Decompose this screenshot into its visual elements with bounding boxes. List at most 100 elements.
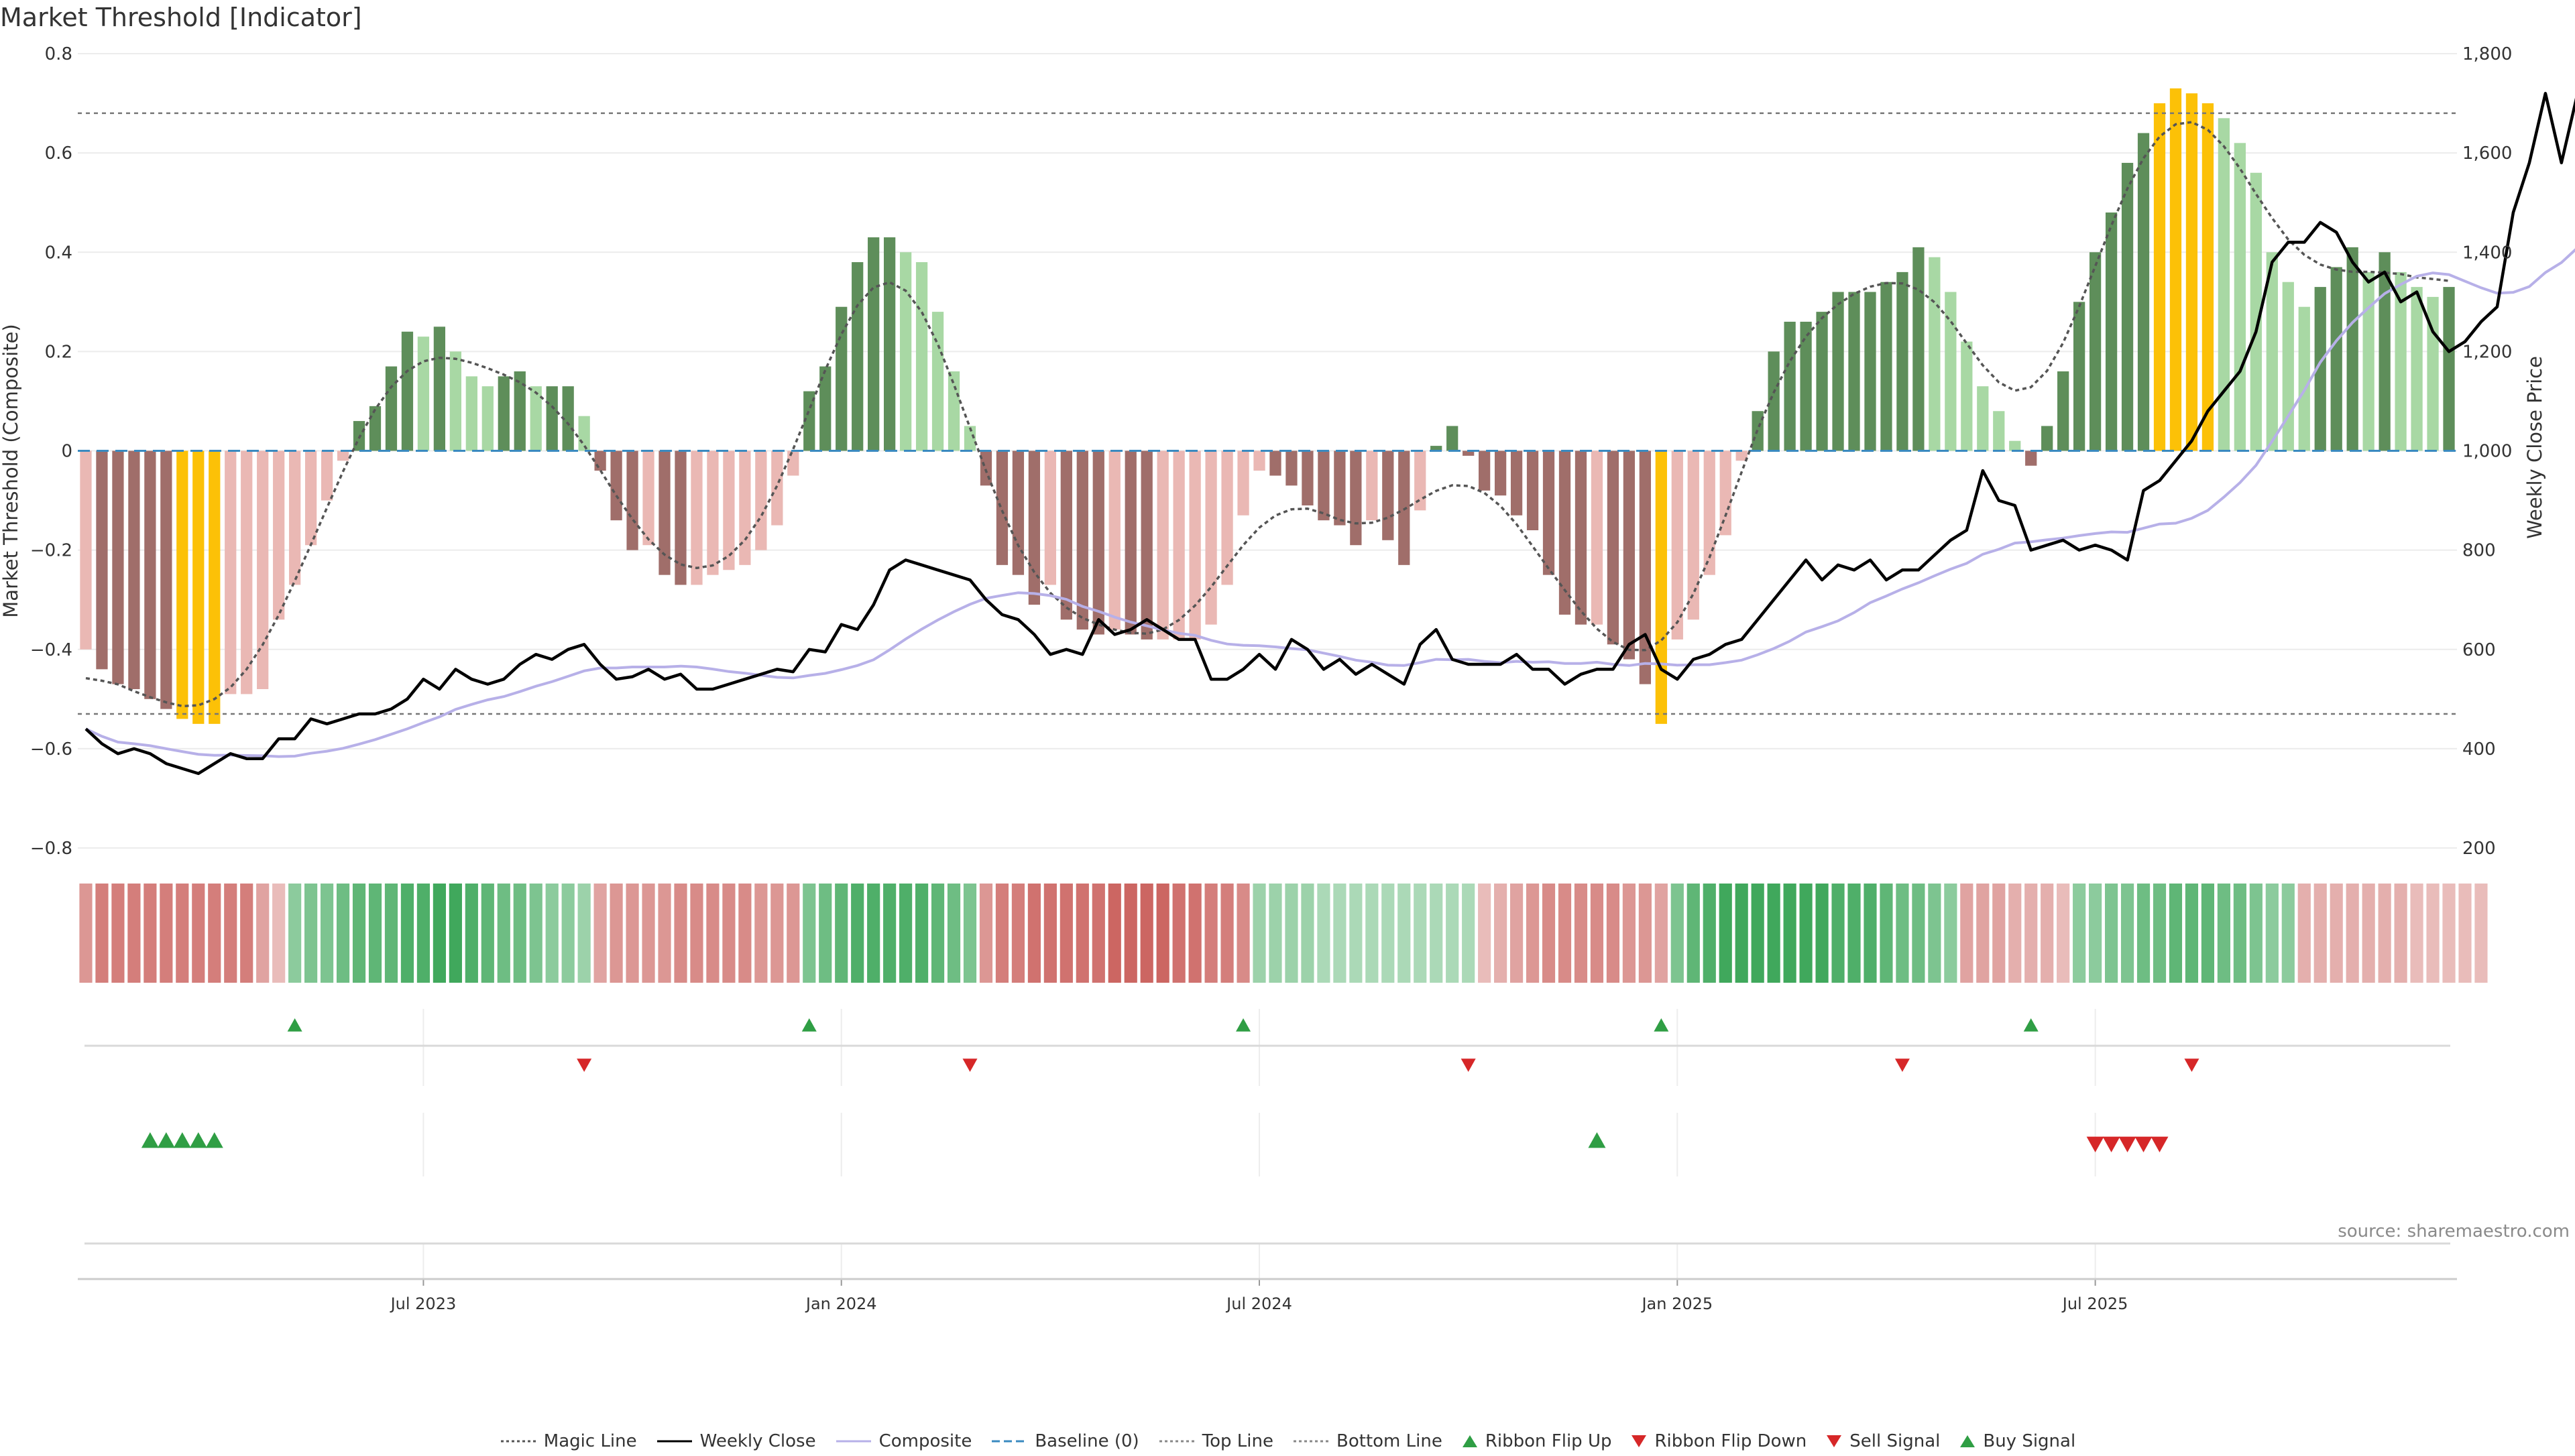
composite-bar [1463,450,1475,456]
y2-tick-label: 1,000 [2462,442,2512,462]
composite-bar [803,391,815,451]
ribbon-cell [1831,884,1845,983]
ribbon-cell [1027,884,1041,983]
dotted-line-icon [1159,1440,1194,1443]
ribbon-cell [1333,884,1347,983]
composite-bar [626,450,638,550]
ribbon-cell [2378,884,2391,983]
composite-bar [241,450,253,694]
composite-bar [691,450,703,585]
ribbon-cell [545,884,559,983]
magic-line [85,121,2450,708]
composite-bar [289,450,301,585]
composite-bar [304,450,317,546]
composite-bar [209,450,221,724]
composite-bars [80,88,2455,724]
composite-bar [1768,351,1780,451]
ribbon-cell [2313,884,2327,983]
composite-bar [1382,450,1394,540]
composite-bar [1108,450,1121,630]
ribbon-cell [1188,884,1202,983]
ribbon-cell [642,884,655,983]
composite-bar [2314,287,2326,451]
ribbon-cell [851,884,864,983]
legend-label: Ribbon Flip Up [1485,1431,1612,1451]
composite-bar [1832,292,1844,451]
composite-bar [1092,450,1104,635]
composite-bar [2362,271,2374,451]
composite-bar [1623,450,1636,660]
ribbon-cell [1896,884,1909,983]
ribbon-cell [2089,884,2102,983]
ribbon-cell [835,884,848,983]
ribbon-cell [127,884,141,983]
ribbon-cell [2169,884,2183,983]
composite-bar [755,450,767,550]
composite-bar [433,326,446,451]
ribbon-layer [79,884,2488,983]
x-tick-label: Jul 2023 [390,1294,457,1313]
ribbon-cell [224,884,237,983]
ribbon-cell [561,884,575,983]
composite-bar [2201,103,2214,451]
ribbon-cell [1880,884,1893,983]
ribbon-flip-down-marker [1461,1058,1476,1072]
buy-signal-marker [173,1132,191,1148]
ribbon-cell [2136,884,2151,983]
ribbon-cell [208,884,221,983]
y-tick-label: 0.2 [45,342,72,362]
ribbon-cell [256,884,270,983]
composite-bar [1479,450,1491,491]
composite-bar [1977,386,1989,451]
y2-tick-label: 400 [2462,739,2496,760]
composite-bar [2041,426,2053,451]
ribbon-cell [1060,884,1073,983]
ribbon-flip-down-marker [577,1058,592,1072]
composite-bar [2185,93,2198,451]
ribbon-cell [160,884,173,983]
ribbon-cell [2346,884,2359,983]
ribbon-cell [899,884,913,983]
ribbon-cell [931,884,945,983]
buy-signal-marker [1588,1132,1606,1148]
composite-bar [176,450,188,719]
ribbon-cell [915,884,929,983]
composite-bar [1221,450,1233,585]
composite-bar [594,450,606,471]
ribbon-cell [497,884,510,983]
ribbon-cell [963,884,977,983]
composite-bar [1671,450,1683,640]
y2-tick-label: 600 [2462,640,2496,660]
composite-bar [659,450,671,575]
y2-tick-label: 1,800 [2462,44,2512,64]
ribbon-cell [320,884,334,983]
buy-signal-marker [189,1132,207,1148]
composite-bar [707,450,719,575]
composite-bar [2443,287,2455,451]
ribbon-cell [513,884,526,983]
composite-bar [2218,118,2230,451]
composite-bar [2153,103,2166,451]
ribbon-cell [481,884,494,983]
legend-label: Top Line [1202,1431,1273,1451]
composite-bar [1494,450,1507,496]
triangle-up-icon [1960,1435,1976,1447]
ribbon-cell [400,884,414,983]
composite-bar [1639,450,1651,684]
composite-bar [915,262,928,451]
ribbon-cell [1204,884,1218,983]
ribbon-cell [722,884,736,983]
x-tick-label: Jul 2025 [2061,1294,2128,1313]
composite-bar [1446,426,1458,451]
composite-bar [2266,252,2278,451]
composite-bar [1687,450,1699,620]
composite-bar [337,450,349,461]
composite-bar [2379,252,2391,451]
composite-bar [1189,450,1201,640]
axis-layer: 0.8 0.6 0.4 0.2 0 −0.2 −0.4 −0.6 −0.8 1,800 1,600 1… [0,44,2546,1313]
ribbon-cell [272,884,286,983]
composite-bar [1012,450,1025,575]
ribbon-cell [144,884,157,983]
ribbon-cell [1928,884,1941,983]
